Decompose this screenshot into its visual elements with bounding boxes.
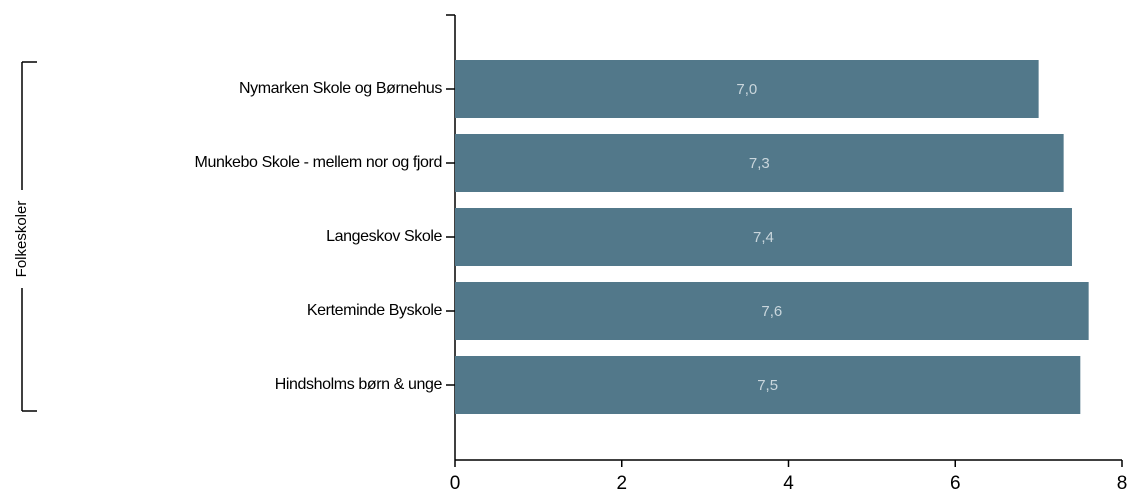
group-label: Folkeskoler: [13, 201, 30, 278]
value-label: 7,3: [749, 155, 770, 172]
x-tick-label: 6: [950, 473, 961, 494]
x-tick-label: 0: [450, 473, 461, 494]
bar: [455, 60, 1039, 118]
bar: [455, 282, 1089, 340]
y-tick-label: Langeskov Skole: [326, 228, 442, 245]
value-label: 7,4: [753, 229, 774, 246]
x-tick-label: 8: [1117, 473, 1128, 494]
y-tick-label: Munkebo Skole - mellem nor og fjord: [195, 154, 442, 171]
bar: [455, 356, 1081, 414]
x-tick-label: 2: [616, 473, 627, 494]
bar: [455, 208, 1072, 266]
y-tick-label: Hindsholms børn & unge: [275, 376, 443, 393]
value-label: 7,0: [736, 81, 757, 98]
value-label: 7,5: [757, 377, 778, 394]
value-label: 7,6: [761, 303, 782, 320]
x-tick-label: 4: [783, 473, 794, 494]
bar: [455, 134, 1064, 192]
y-tick-label: Nymarken Skole og Børnehus: [239, 80, 442, 97]
y-tick-label: Kerteminde Byskole: [307, 302, 443, 319]
